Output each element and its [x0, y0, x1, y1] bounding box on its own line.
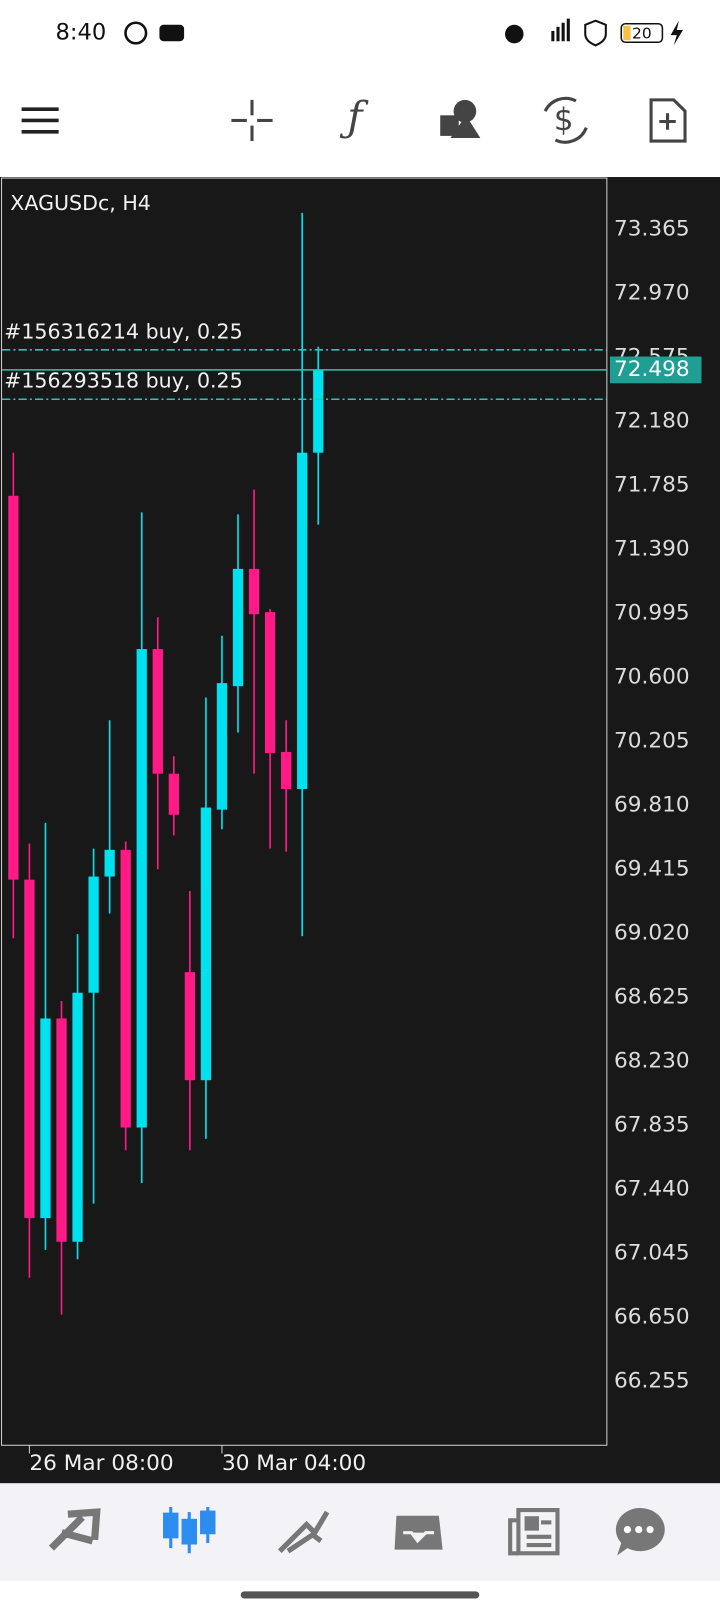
trade-button[interactable]: $ — [543, 96, 588, 144]
battery-level — [623, 25, 631, 41]
youtube-icon — [159, 24, 185, 42]
crosshair-button[interactable] — [231, 99, 273, 142]
y-tick-label: 70.600 — [614, 664, 690, 689]
y-tick-label: 66.650 — [614, 1304, 690, 1329]
candle-body — [136, 649, 147, 1128]
alarm-icon — [505, 24, 524, 44]
y-tick-label: 71.390 — [614, 536, 690, 561]
candle-body — [120, 849, 131, 1128]
shield-icon — [584, 19, 607, 47]
candle-body — [216, 683, 228, 810]
chart-title: XAGUSDc, H4 — [10, 191, 151, 215]
candle-body — [168, 773, 179, 815]
y-tick-label: 70.995 — [614, 600, 690, 625]
whatsapp-icon — [124, 21, 148, 45]
battery-icon — [620, 22, 664, 44]
objects-button[interactable] — [440, 99, 481, 138]
candle-body — [297, 452, 308, 790]
news-tab[interactable] — [508, 1507, 560, 1556]
y-tick-label: 67.440 — [614, 1176, 690, 1201]
y-tick-label: 72.970 — [614, 280, 690, 305]
svg-text:$: $ — [554, 102, 574, 138]
candle-body — [200, 807, 212, 1081]
charging-icon — [670, 20, 683, 46]
candle-body — [24, 879, 35, 1219]
bottom-nav — [0, 1483, 720, 1582]
y-tick-label: 73.365 — [614, 216, 690, 241]
y-tick-label: 71.785 — [614, 472, 690, 497]
candle-body — [264, 612, 276, 754]
x-tick-label: 26 Mar 08:00 — [29, 1451, 173, 1476]
y-tick-label: 70.205 — [614, 728, 690, 753]
y-tick-label: 69.810 — [614, 792, 690, 817]
candle-body — [313, 369, 324, 453]
price-label-box — [609, 356, 702, 384]
plot: 73.36572.97072.57572.18071.78571.39070.9… — [2, 212, 702, 1476]
y-tick-label: 69.415 — [614, 856, 690, 881]
candle-body — [104, 849, 115, 877]
battery-text: 20 — [632, 25, 652, 43]
chat-tab[interactable] — [615, 1507, 665, 1556]
history-tab[interactable] — [391, 1512, 447, 1553]
candle-body — [72, 992, 83, 1242]
quotes-tab[interactable] — [48, 1508, 101, 1551]
new-order-button[interactable] — [649, 98, 687, 143]
signal-icon — [551, 18, 570, 42]
clock: 8:40 — [56, 20, 107, 46]
chart-background — [0, 177, 720, 1484]
candle-body — [40, 1018, 51, 1219]
candle-body — [184, 972, 196, 1081]
chart-tab[interactable] — [163, 1506, 216, 1554]
candle-body — [281, 751, 292, 790]
candle-body — [88, 876, 99, 993]
home-indicator — [240, 1591, 480, 1599]
y-tick-label: 68.625 — [614, 984, 690, 1009]
y-tick-label: 69.020 — [614, 920, 690, 945]
y-tick-label: 67.045 — [614, 1240, 690, 1265]
trade-tab[interactable] — [277, 1510, 330, 1554]
candle-body — [232, 568, 244, 687]
y-tick-label: 72.180 — [614, 408, 690, 433]
candle-body — [56, 1018, 67, 1242]
order-label: #156316214 buy, 0.25 — [4, 319, 243, 343]
y-tick-label: 66.255 — [614, 1368, 690, 1393]
menu-button[interactable] — [21, 107, 59, 134]
price-label: 72.498 — [614, 357, 690, 382]
plot-frame — [1, 177, 608, 1446]
x-tick-label: 30 Mar 04:00 — [222, 1451, 366, 1476]
candle-body — [248, 568, 260, 615]
y-tick-label: 68.230 — [614, 1048, 690, 1073]
y-tick-label: 67.835 — [614, 1112, 690, 1137]
candle-body — [8, 495, 19, 880]
order-label: #156293518 buy, 0.25 — [4, 369, 243, 393]
candle-body — [152, 649, 163, 774]
